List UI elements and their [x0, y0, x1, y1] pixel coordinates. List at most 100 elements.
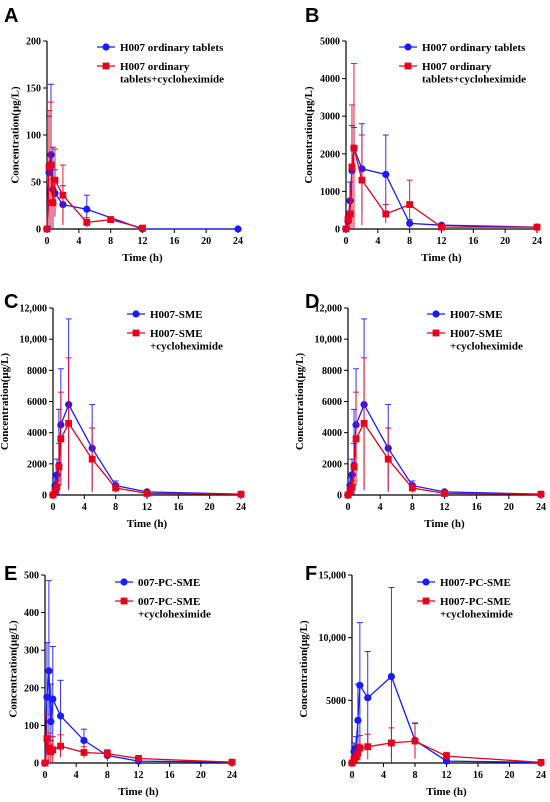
data-point	[350, 144, 358, 152]
x-tick-label: 16	[169, 236, 179, 247]
panel-c: C 0 4 8 12 16 20 24 0 2000 4000 6000 8000 10,000 12,00…	[0, 291, 246, 530]
y-tick-label: 0	[341, 759, 346, 770]
data-point	[348, 471, 356, 479]
x-tick-label: 24	[536, 770, 546, 781]
data-point	[364, 694, 372, 702]
legend-entry: +cycloheximide	[138, 609, 211, 621]
y-tick-label: 10,000	[20, 335, 48, 346]
data-point	[384, 455, 392, 463]
legend-entry: H007 ordinary tablets	[422, 42, 526, 54]
data-point	[49, 695, 57, 703]
y-tick-label: 500	[24, 571, 39, 582]
data-point	[234, 225, 242, 233]
data-point	[83, 219, 91, 226]
legend-entry: H007-SME	[150, 309, 203, 321]
series-line	[52, 422, 242, 496]
data-point	[344, 216, 352, 223]
legend-marker	[102, 43, 110, 51]
data-point	[356, 681, 364, 689]
y-tick-label: 4000	[27, 428, 47, 439]
x-tick-label: 4	[74, 770, 79, 781]
y-tick-label: 6000	[322, 397, 342, 408]
series-line	[44, 670, 233, 764]
x-tick-label: 20	[196, 770, 206, 781]
legend-marker	[422, 578, 430, 586]
series-blue	[43, 83, 242, 233]
legend-marker	[132, 329, 140, 337]
y-tick-label: 300	[24, 646, 39, 657]
legend-entry: tablets+cycloheximide	[422, 74, 526, 86]
y-tick-label: 6000	[27, 397, 47, 408]
legend-entry: tablets+cycloheximide	[120, 74, 224, 86]
y-tick-label: 100	[24, 721, 39, 732]
x-tick-label: 16	[468, 236, 478, 247]
data-point	[65, 419, 73, 427]
data-point	[406, 201, 414, 208]
legend-entry: +cycloheximide	[440, 609, 513, 621]
y-tick-label: 2000	[320, 149, 340, 160]
legend-entry: H007 ordinary	[422, 61, 492, 73]
series-line	[347, 422, 542, 496]
legend-marker	[132, 310, 140, 318]
data-point	[45, 667, 53, 675]
y-tick-label: 150	[26, 84, 41, 95]
data-point	[350, 463, 358, 471]
series-line	[44, 738, 233, 764]
x-tick-label: 20	[500, 236, 510, 247]
data-point	[107, 216, 115, 223]
data-point	[143, 490, 151, 497]
y-tick-label: 200	[26, 37, 41, 48]
data-point	[80, 736, 88, 745]
y-tick-label: 8000	[27, 366, 47, 377]
y-axis-label: Concentration(μg/L)	[10, 86, 22, 184]
panel-e: E 0 4 8 12 16 20 24 0 100 200 300 400 500 Time (h) Conc…	[4, 563, 237, 798]
x-tick-label: 0	[346, 502, 351, 513]
x-tick-label: 4	[381, 770, 386, 781]
data-point	[438, 223, 445, 231]
panel-label: B	[305, 5, 319, 27]
x-tick-label: 12	[138, 236, 148, 247]
panel-a: A 0 4 8 12 16 20 24 0 50 100 150 200 Time (h) Concentr…	[4, 5, 243, 264]
data-point	[88, 455, 96, 463]
data-point	[41, 759, 49, 767]
legend: H007 ordinary tablets H007 ordinarytablet…	[399, 42, 526, 86]
data-point	[408, 484, 416, 492]
x-tick-label: 0	[51, 502, 56, 513]
x-tick-label: 20	[505, 770, 515, 781]
data-point	[47, 718, 55, 726]
x-tick-label: 0	[344, 236, 349, 247]
y-tick-label: 400	[24, 608, 39, 619]
legend-marker	[422, 597, 430, 605]
x-tick-label: 4	[378, 502, 383, 513]
legend-marker	[432, 310, 440, 318]
data-point	[43, 693, 51, 701]
x-tick-label: 20	[504, 502, 514, 513]
data-point	[45, 744, 53, 752]
x-tick-label: 4	[375, 236, 380, 247]
y-tick-label: 15,000	[319, 571, 347, 582]
legend-entry: H007-SME	[450, 328, 503, 340]
y-tick-label: 2000	[27, 459, 47, 470]
legend-entry: H007 ordinary tablets	[120, 42, 224, 54]
series-line	[345, 147, 538, 230]
data-point	[103, 750, 111, 757]
data-point	[382, 210, 390, 218]
y-tick-label: 12,000	[20, 304, 48, 315]
data-point	[56, 712, 65, 720]
data-point	[358, 176, 366, 184]
data-point	[228, 758, 236, 766]
data-point	[352, 753, 360, 761]
y-tick-label: 0	[337, 491, 342, 502]
data-point	[49, 491, 57, 499]
y-tick-label: 5000	[320, 37, 340, 48]
data-point	[59, 191, 67, 199]
series-line	[351, 675, 542, 764]
data-point	[49, 199, 57, 207]
legend-entry: H007-SME	[150, 328, 203, 340]
data-point	[354, 716, 362, 724]
